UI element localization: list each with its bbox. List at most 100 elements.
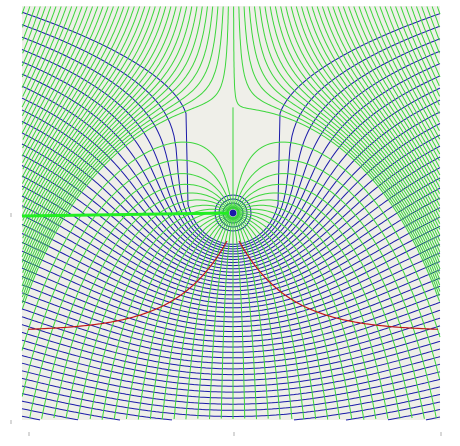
field-line [238,6,440,296]
field-line [374,6,441,140]
edge-tick [10,420,12,424]
equipotential-line [21,267,441,332]
equipotential-line [21,195,441,296]
field-line [436,6,441,15]
equipotential-line [21,415,41,421]
field-line [22,6,151,221]
field-line [22,6,104,164]
equipotential-line [21,284,441,343]
field-line [21,6,224,304]
field-line [22,6,62,97]
field-line-source [233,141,441,338]
equipotential-line [21,377,441,411]
field-line-source [236,208,377,420]
field-line-source [101,211,230,420]
field-line [280,6,441,253]
source-marker [229,209,237,217]
field-line-source [29,173,232,419]
field-line-source [235,215,305,420]
field-line [21,6,193,268]
equipotential-line [21,241,441,318]
field-line [379,6,440,132]
field-line-source [233,216,246,419]
equipotential-line [21,250,441,323]
equipotential-line [21,175,441,288]
field-line-source [65,199,231,419]
field-line [22,6,31,28]
equipotential-line [21,362,441,399]
field-line-source [236,213,341,419]
field-line [22,6,41,54]
field-line [21,6,46,67]
field-line [301,6,441,230]
equipotential-line [21,259,441,328]
equipotential-line [21,97,441,263]
field-line-source [21,141,233,351]
equipotential-line [21,400,121,421]
field-line-source [235,215,293,420]
field-line [348,6,441,176]
field-line-source [220,216,233,419]
field-line [342,6,441,182]
equipotential-line [21,165,441,284]
field-line [22,6,125,191]
equipotential-line [21,36,441,250]
equipotential-line [21,143,441,277]
field-line [243,6,441,292]
field-line [22,6,161,233]
field-line [421,6,440,54]
field-line-source [236,211,365,420]
field-line-source [77,204,230,419]
field-line [21,6,78,125]
field-line [426,6,440,41]
separatrix-line [238,240,439,330]
field-line [21,6,114,178]
equipotential-line [21,223,441,309]
field-line [269,6,440,263]
source-point [229,209,237,217]
equipotential-line [21,233,441,313]
field-line-source [233,159,441,380]
field-line-source [236,213,329,420]
field-line [259,6,441,274]
field-line [22,6,88,140]
edge-tick [10,213,12,217]
equipotential-line [21,355,441,393]
equipotential-lines [21,11,441,421]
field-line [316,6,441,213]
separatrix-line [27,240,228,330]
equipotential-line [21,185,441,292]
edge-tick [28,432,30,436]
field-line [337,6,441,188]
equipotential-line [387,409,441,421]
field-line-source [89,208,230,420]
field-line [384,6,440,123]
field-line [332,6,441,194]
field-line-source [236,204,389,419]
equipotential-line [21,11,441,245]
field-line-source [113,212,230,420]
field-lines [21,6,441,420]
equipotential-line [425,416,441,421]
field-line-source [234,215,281,420]
field-line-source [236,212,353,420]
field-line-source [161,215,231,420]
field-line [22,6,109,170]
field-line [21,6,83,134]
field-line [369,6,440,147]
branch-cut [21,211,230,218]
field-line-source [235,199,401,419]
field-line [254,6,441,280]
field-line [21,6,26,15]
field-line-source [21,159,233,397]
field-line [21,6,99,157]
field-line-source [236,214,317,420]
field-line [233,6,441,302]
equipotential-line [21,339,441,381]
field-line [21,6,73,117]
field-line [22,6,156,227]
field-line [264,6,441,270]
equipotential-line [21,308,441,359]
equipotential-line [21,49,441,252]
